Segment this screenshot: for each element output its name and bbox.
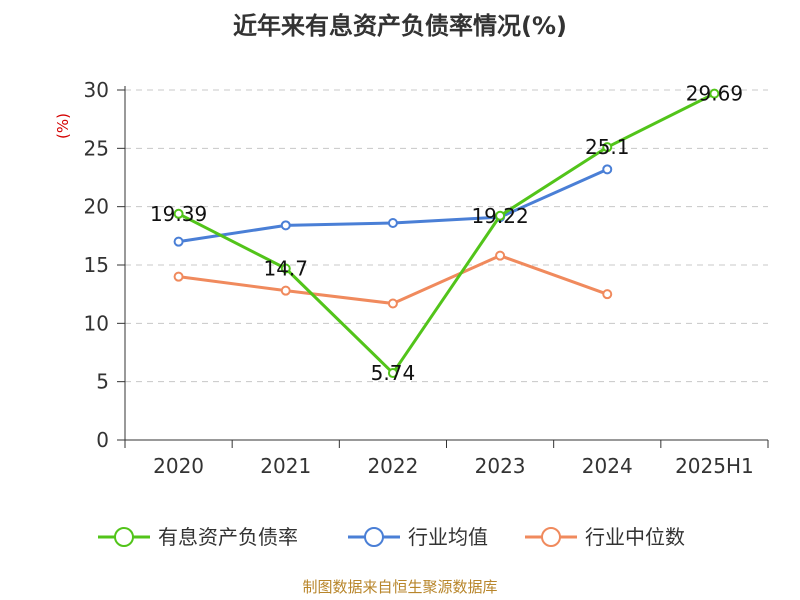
y-axis-unit-label: (%) (54, 113, 72, 139)
data-point (602, 289, 613, 300)
data-point (280, 285, 291, 296)
data-point (602, 164, 613, 175)
legend-swatch-marker (541, 527, 561, 547)
legend-label: 行业均值 (408, 525, 488, 549)
gridlines (125, 89, 768, 383)
data-label: 19.39 (150, 202, 207, 226)
y-tick-label: 15 (84, 253, 109, 277)
data-point (495, 210, 506, 221)
data-point (387, 368, 398, 379)
series-line-1 (178, 167, 608, 244)
x-tick-labels: 2020 2021 2022 2023 2024 2025H1 (153, 454, 754, 478)
legend-label: 有息资产负债率 (158, 525, 298, 549)
data-point (387, 298, 398, 309)
data-point (173, 271, 184, 282)
x-tick-label: 2021 (260, 454, 311, 478)
data-label: 14.7 (263, 257, 308, 281)
legend[interactable]: 有息资产负债率 行业均值 行业中位数 (98, 525, 685, 549)
x-tick-label: 2020 (153, 454, 204, 478)
legend-item-1[interactable]: 行业均值 (348, 525, 488, 549)
data-point (709, 88, 720, 99)
y-tick-label: 30 (84, 78, 109, 102)
y-tick-label: 0 (96, 428, 109, 452)
y-tick-label: 25 (84, 136, 109, 160)
data-label: 19.22 (471, 204, 528, 228)
legend-label: 行业中位数 (585, 525, 685, 549)
data-label: 29.69 (686, 82, 743, 106)
x-tick-label: 2024 (582, 454, 633, 478)
data-label: 25.1 (585, 135, 630, 159)
y-tick-label: 5 (96, 370, 109, 394)
axes (117, 86, 769, 448)
legend-item-2[interactable]: 行业中位数 (525, 525, 685, 549)
data-point (602, 142, 613, 153)
data-point (280, 220, 291, 231)
legend-swatch-marker (114, 527, 134, 547)
data-point (173, 208, 184, 219)
legend-item-0[interactable]: 有息资产负债率 (98, 525, 298, 549)
y-tick-label: 10 (84, 311, 109, 335)
series-line-2 (178, 254, 608, 305)
data-point (280, 263, 291, 274)
data-point (173, 236, 184, 247)
data-labels: 19.39 14.7 5.74 19.22 25.1 29.69 (150, 82, 743, 385)
legend-swatch-marker (364, 527, 384, 547)
x-tick-label: 2023 (475, 454, 526, 478)
data-point (495, 250, 506, 261)
data-label: 5.74 (371, 361, 416, 385)
y-tick-labels: 0 5 10 15 20 25 30 (84, 78, 109, 452)
data-point (387, 218, 398, 228)
chart-title: 近年来有息资产负债率情况(%) (233, 12, 567, 40)
x-tick-label: 2022 (367, 454, 418, 478)
y-tick-label: 20 (84, 195, 109, 219)
x-tick-label: 2025H1 (675, 454, 754, 478)
series-group (173, 88, 720, 379)
source-note: 制图数据来自恒生聚源数据库 (302, 578, 497, 596)
series-line-0 (177, 92, 716, 375)
